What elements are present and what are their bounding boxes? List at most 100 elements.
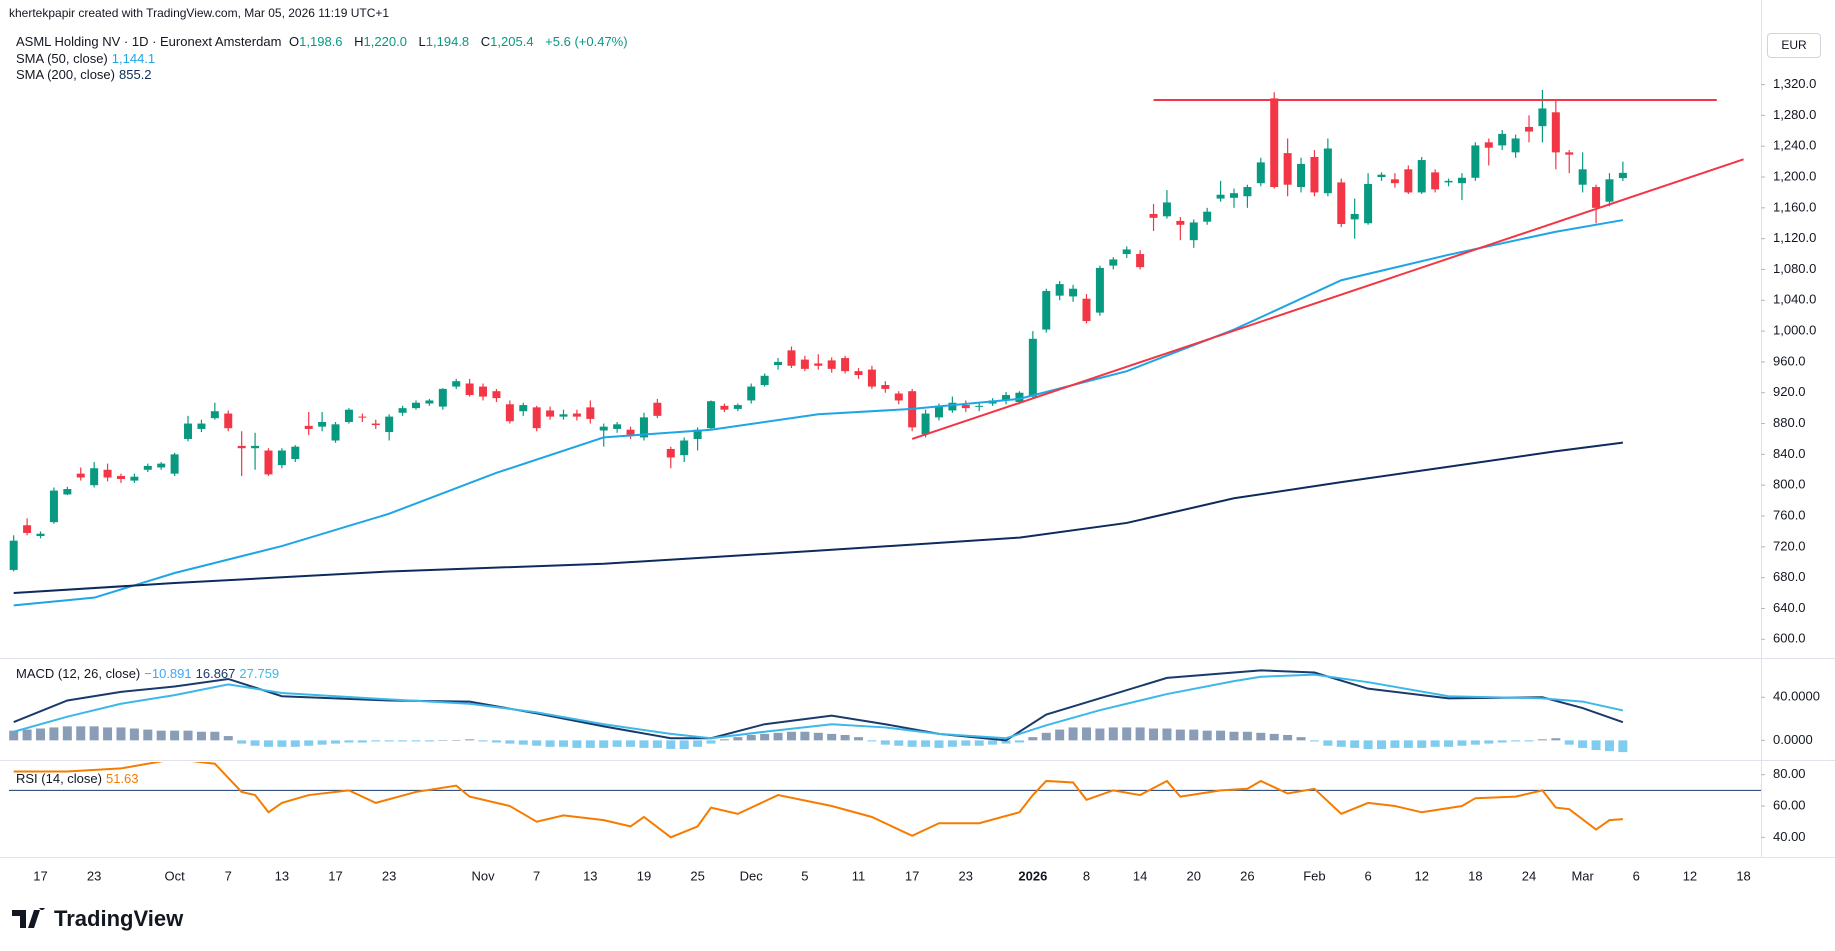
- x-tick-label: 14: [1133, 868, 1147, 883]
- candle-body: [948, 402, 957, 411]
- ohlc-label: O: [289, 34, 300, 49]
- histogram-bar: [1122, 727, 1132, 741]
- candle-body: [1256, 162, 1265, 184]
- histogram-bar: [451, 740, 461, 741]
- histogram-bar: [505, 740, 515, 744]
- x-tick-label: 23: [87, 868, 101, 883]
- candle-body: [800, 359, 809, 369]
- histogram-bar: [491, 740, 501, 743]
- histogram-bar: [934, 740, 944, 748]
- y-tick-label: 40.00: [1773, 829, 1806, 844]
- histogram-bar: [1175, 729, 1185, 741]
- histogram-bar: [961, 740, 971, 746]
- histogram-bar: [639, 740, 649, 748]
- x-tick-label: 18: [1468, 868, 1482, 883]
- candle-body: [1592, 187, 1601, 208]
- histogram-bar: [1323, 740, 1333, 746]
- histogram-bar: [371, 740, 381, 742]
- histogram-bar: [237, 740, 247, 744]
- currency-button[interactable]: EUR: [1767, 33, 1821, 58]
- histogram-bar: [129, 728, 139, 741]
- y-tick-label: 1,240.0: [1773, 138, 1816, 153]
- histogram-bar: [921, 740, 931, 747]
- histogram-bar: [1484, 740, 1494, 744]
- histogram-bar: [813, 732, 823, 741]
- histogram-bar: [1497, 740, 1507, 743]
- logo[interactable]: TradingView: [12, 906, 183, 932]
- histogram-bar: [250, 740, 260, 746]
- candle-body: [1578, 169, 1587, 185]
- histogram-bar: [1108, 727, 1118, 741]
- y-tick-label: 1,200.0: [1773, 168, 1816, 183]
- macd-legend: MACD (12, 26, close) −10.891 16.867 27.759: [16, 666, 283, 681]
- candle-body: [1149, 213, 1158, 218]
- ohlc-value: 1,194.8: [425, 34, 470, 49]
- histogram-bar: [1041, 732, 1051, 741]
- candle-body: [170, 454, 179, 474]
- x-tick-label: 12: [1683, 868, 1697, 883]
- histogram-bar: [223, 736, 233, 741]
- candle-body: [1162, 202, 1171, 217]
- candle-body: [666, 448, 675, 458]
- candle-body: [1404, 169, 1413, 193]
- histogram-bar: [76, 726, 86, 741]
- histogram-bar: [331, 740, 341, 744]
- candle-body: [599, 426, 608, 431]
- y-tick-label: 1,280.0: [1773, 107, 1816, 122]
- histogram-bar: [545, 740, 555, 747]
- y-tick-label: 880.0: [1773, 415, 1806, 430]
- candle-body: [1390, 179, 1399, 184]
- candle-body: [787, 350, 796, 366]
- candle-body: [747, 386, 756, 401]
- candle-body: [1216, 194, 1225, 199]
- candle-body: [1337, 182, 1346, 225]
- histogram-bar: [894, 740, 904, 746]
- legend-name: SMA (50, close): [16, 51, 108, 66]
- candle-body: [975, 405, 984, 407]
- histogram-bar: [424, 740, 434, 742]
- candle-body: [224, 413, 233, 429]
- histogram-bar: [1309, 740, 1319, 742]
- legend-value: −10.891: [144, 666, 192, 681]
- histogram-bar: [947, 740, 957, 747]
- histogram-bar: [612, 740, 622, 747]
- histogram-bar: [1081, 727, 1091, 741]
- candle-body: [720, 405, 729, 410]
- candle-body: [116, 475, 125, 480]
- histogram-bar: [1055, 729, 1065, 741]
- sma200-legend: SMA (200, close) 855.2: [16, 67, 156, 82]
- pane: [9, 762, 1761, 839]
- legend-value: 1,144.1: [111, 51, 156, 66]
- logo-text: TradingView: [54, 906, 184, 931]
- x-tick-label: 11: [852, 868, 866, 883]
- histogram-bar: [1336, 740, 1346, 747]
- candle-body: [1618, 172, 1627, 179]
- y-tick-label: 60.00: [1773, 797, 1806, 812]
- candle-body: [1297, 163, 1306, 188]
- candle-body: [626, 429, 635, 436]
- candle-body: [465, 383, 474, 396]
- candle-body: [157, 463, 166, 468]
- candle-body: [1283, 153, 1292, 185]
- histogram-bar: [1202, 730, 1212, 741]
- y-tick-label: 1,120.0: [1773, 230, 1816, 245]
- histogram-bar: [854, 737, 864, 741]
- candle-body: [1323, 148, 1332, 194]
- y-tick-label: 80.00: [1773, 766, 1806, 781]
- histogram-bar: [1256, 732, 1266, 741]
- candle-body: [143, 465, 152, 470]
- candle-body: [921, 413, 930, 435]
- candle-body: [1015, 392, 1024, 402]
- ohlc-h: H1,220.0: [354, 34, 411, 49]
- rsi-legend: RSI (14, close) 51.63: [16, 771, 143, 786]
- y-tick-label: 800.0: [1773, 477, 1806, 492]
- legend-value: 16.867: [195, 666, 236, 681]
- candle-body: [1109, 259, 1118, 266]
- ohlc-label: C: [480, 34, 491, 49]
- histogram-bar: [1417, 740, 1427, 748]
- candle-body: [1457, 177, 1466, 184]
- histogram-bar: [746, 734, 756, 741]
- histogram-bar: [103, 727, 113, 741]
- candle-body: [1122, 249, 1131, 255]
